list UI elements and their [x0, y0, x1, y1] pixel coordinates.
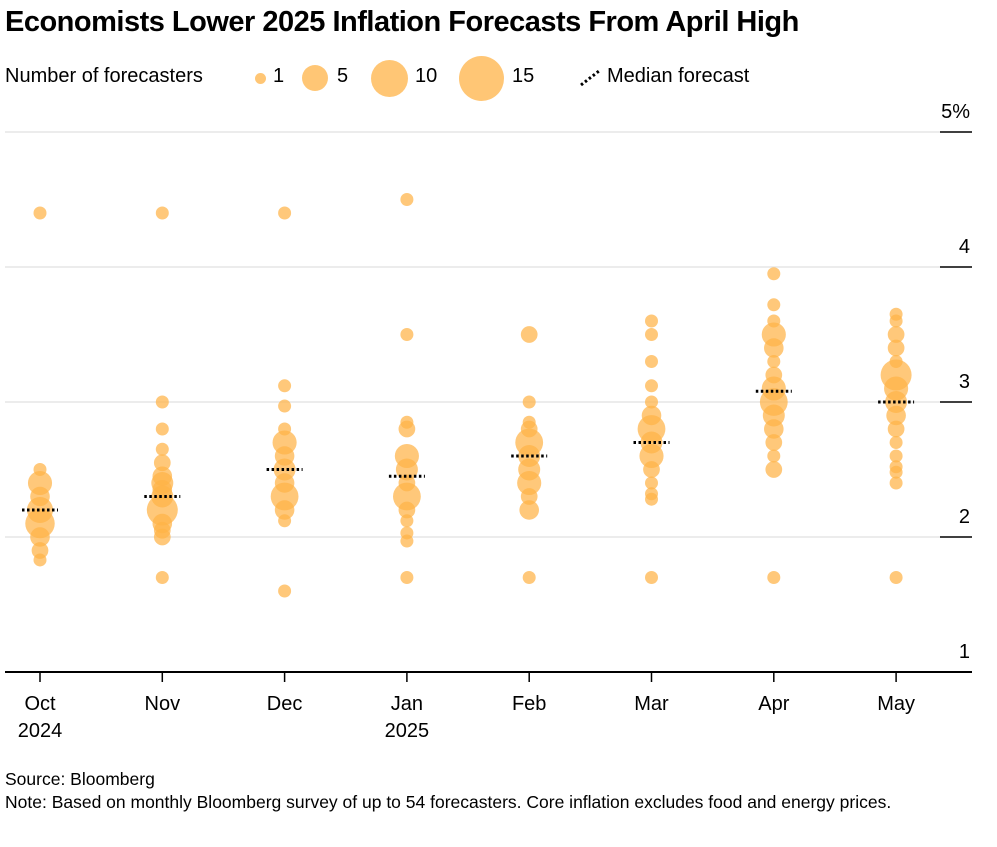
forecast-bubble: [522, 571, 536, 584]
chart-title: Economists Lower 2025 Inflation Forecast…: [5, 6, 799, 38]
forecast-bubble: [400, 193, 414, 206]
footer: Source: Bloomberg Note: Based on monthly…: [5, 768, 993, 814]
forecast-bubble: [767, 449, 781, 463]
legend-bubble-10: [371, 60, 408, 97]
forecast-bubble: [887, 339, 905, 357]
legend-median-label: Median forecast: [607, 65, 750, 87]
legend-size-1-label: 1: [273, 65, 285, 87]
legend: Number of forecasters 1 5 10 15 Median f…: [5, 56, 990, 101]
bubble-chart: 5% 4 3 2 1 Oct 2024 Nov Dec Jan 2025 Feb Mar Apr May: [5, 101, 972, 742]
forecast-bubble: [153, 528, 171, 546]
legend-size-5-label: 5: [337, 65, 349, 87]
forecast-bubble: [155, 206, 169, 220]
y-tick-label: 2: [959, 506, 970, 528]
x-tick-label: Oct: [24, 693, 56, 715]
forecast-bubble: [278, 584, 292, 598]
forecast-bubble: [155, 395, 169, 409]
forecast-bubble: [155, 571, 169, 584]
x-tick-label: Mar: [634, 693, 669, 715]
legend-bubble-15: [459, 56, 504, 101]
forecast-bubble: [522, 395, 536, 409]
forecast-bubble: [765, 461, 783, 478]
forecast-bubble: [30, 527, 50, 547]
y-tick-label: 4: [959, 236, 970, 258]
legend-size-10-label: 10: [415, 65, 438, 87]
forecast-bubble: [520, 326, 538, 343]
forecast-bubble: [278, 206, 292, 220]
x-tick-year-label: 2025: [385, 720, 430, 742]
forecast-bubble: [274, 500, 295, 520]
x-tick-label: Jan: [391, 693, 423, 715]
forecast-bubble: [887, 326, 905, 343]
forecast-bubble: [155, 442, 169, 456]
forecast-bubble: [889, 314, 903, 328]
forecast-bubble: [645, 314, 658, 328]
legend-size-15-label: 15: [512, 65, 535, 87]
forecast-bubble: [645, 476, 658, 490]
x-tick-label: May: [877, 693, 915, 715]
forecast-bubble: [278, 379, 292, 393]
y-tick-label: 3: [959, 371, 970, 393]
x-tick-label: Feb: [512, 693, 546, 715]
forecast-bubble: [519, 500, 539, 520]
forecast-bubble: [645, 571, 658, 584]
forecast-bubble: [400, 534, 414, 548]
forecast-bubble: [643, 461, 660, 478]
forecast-bubble: [400, 514, 414, 528]
forecast-bubble: [767, 267, 781, 281]
forecast-bubble: [645, 328, 658, 341]
forecast-bubble: [645, 379, 658, 393]
methodology-note: Note: Based on monthly Bloomberg survey …: [5, 792, 892, 812]
legend-size-label: Number of forecasters: [5, 65, 203, 87]
x-tick-label: Apr: [758, 693, 789, 715]
forecast-bubble: [764, 419, 784, 439]
forecast-bubble: [764, 338, 784, 358]
forecast-bubble: [33, 206, 47, 220]
forecast-bubble: [400, 571, 414, 584]
y-tick-label: 5%: [941, 101, 970, 123]
forecast-bubble: [278, 514, 292, 528]
forecast-bubble: [889, 465, 903, 479]
y-tick-label: 1: [959, 641, 970, 663]
forecast-bubble: [155, 422, 169, 436]
forecast-bubble: [520, 488, 538, 505]
forecast-bubble: [31, 542, 49, 559]
median-line-icon: [580, 69, 600, 87]
forecast-bubble: [392, 482, 421, 511]
x-tick-label: Dec: [267, 693, 303, 715]
forecast-bubble: [517, 470, 542, 496]
source-note: Source: Bloomberg: [5, 769, 155, 789]
forecast-bubble: [278, 399, 292, 413]
forecast-bubble: [639, 443, 664, 469]
x-tick-label: Nov: [145, 693, 181, 715]
forecast-bubble: [400, 328, 414, 341]
forecast-bubble: [889, 436, 903, 449]
forecast-bubble: [889, 476, 903, 490]
forecast-bubble: [645, 395, 658, 409]
forecast-bubble: [887, 420, 905, 438]
legend-bubble-5: [302, 65, 328, 91]
forecast-bubble: [398, 420, 416, 438]
forecast-bubble: [765, 434, 783, 451]
forecast-bubble: [33, 553, 47, 567]
forecast-bubble: [398, 501, 416, 519]
forecast-bubble: [645, 355, 658, 368]
forecast-bubble: [889, 449, 903, 463]
forecast-bubble: [886, 405, 906, 426]
forecast-bubble: [645, 492, 658, 506]
forecast-bubble: [767, 298, 781, 312]
x-tick-year-label: 2024: [18, 720, 63, 742]
forecast-bubble: [767, 571, 781, 584]
legend-bubble-1: [255, 73, 266, 84]
forecast-bubble: [889, 571, 903, 584]
forecast-bubble: [153, 454, 171, 472]
forecast-bubble: [767, 355, 781, 368]
